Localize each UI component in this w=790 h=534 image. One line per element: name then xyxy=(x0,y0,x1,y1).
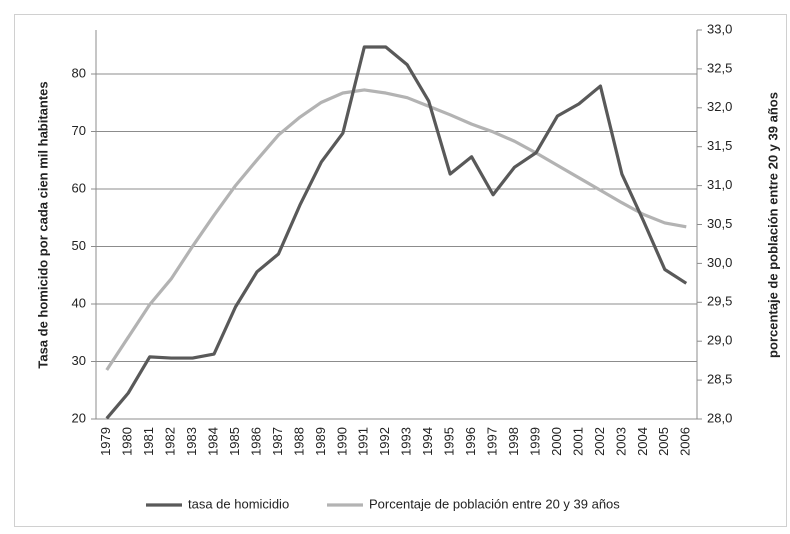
y-tick-label: 80 xyxy=(72,65,86,80)
x-tick-label: 1995 xyxy=(442,427,457,456)
x-tick-label: 1994 xyxy=(420,427,435,456)
chart-frame xyxy=(14,14,787,527)
x-tick-label: 1985 xyxy=(227,427,242,456)
x-tick-label: 1990 xyxy=(334,427,349,456)
y2-tick-label: 31,0 xyxy=(707,177,732,192)
y-tick-label: 40 xyxy=(72,295,86,310)
x-tick-label: 1989 xyxy=(313,427,328,456)
y-tick-label: 70 xyxy=(72,123,86,138)
series-line xyxy=(105,45,688,420)
x-tick-label: 1988 xyxy=(291,427,306,456)
legend-label: tasa de homicidio xyxy=(188,496,289,511)
y2-tick-label: 28,0 xyxy=(707,410,732,425)
x-tick-label: 1999 xyxy=(527,427,542,456)
x-tick-label: 1993 xyxy=(399,427,414,456)
x-tick-label: 1983 xyxy=(184,427,199,456)
x-tick-label: 1979 xyxy=(98,427,113,456)
y2-tick-label: 32,5 xyxy=(707,60,732,75)
x-tick-label: 2001 xyxy=(570,427,585,456)
y2-tick-label: 30,0 xyxy=(707,255,732,270)
x-tick-label: 2002 xyxy=(592,427,607,456)
x-tick-label: 2004 xyxy=(635,427,650,456)
y-tick-label: 50 xyxy=(72,238,86,253)
x-tick-label: 1986 xyxy=(248,427,263,456)
x-tick-label: 1997 xyxy=(485,427,500,456)
x-tick-label: 2005 xyxy=(656,427,671,456)
x-tick-label: 1998 xyxy=(506,427,521,456)
x-tick-label: 1991 xyxy=(356,427,371,456)
y2-tick-label: 28,5 xyxy=(707,372,732,387)
y-tick-label: 60 xyxy=(72,180,86,195)
y-axis-label: Tasa de homicido por cada cien mil habit… xyxy=(35,81,50,368)
x-tick-label: 1992 xyxy=(377,427,392,456)
x-tick-label: 2006 xyxy=(678,427,693,456)
y-tick-label: 30 xyxy=(72,353,86,368)
y2-axis-label: porcentaje de población entre 20 y 39 añ… xyxy=(765,92,780,358)
y2-tick-label: 30,5 xyxy=(707,216,732,231)
x-tick-label: 2003 xyxy=(613,427,628,456)
x-tick-label: 2000 xyxy=(549,427,564,456)
series-line xyxy=(105,88,687,371)
x-tick-label: 1980 xyxy=(120,427,135,456)
legend-label: Porcentaje de población entre 20 y 39 añ… xyxy=(369,496,620,511)
y2-tick-label: 29,5 xyxy=(707,294,732,309)
x-tick-label: 1987 xyxy=(270,427,285,456)
y2-tick-label: 32,0 xyxy=(707,99,732,114)
y2-tick-label: 33,0 xyxy=(707,21,732,36)
y2-tick-label: 29,0 xyxy=(707,333,732,348)
x-tick-label: 1996 xyxy=(463,427,478,456)
x-tick-label: 1981 xyxy=(141,427,156,456)
y2-tick-label: 31,5 xyxy=(707,138,732,153)
y-tick-label: 20 xyxy=(72,410,86,425)
x-tick-label: 1982 xyxy=(163,427,178,456)
x-tick-label: 1984 xyxy=(205,427,220,456)
